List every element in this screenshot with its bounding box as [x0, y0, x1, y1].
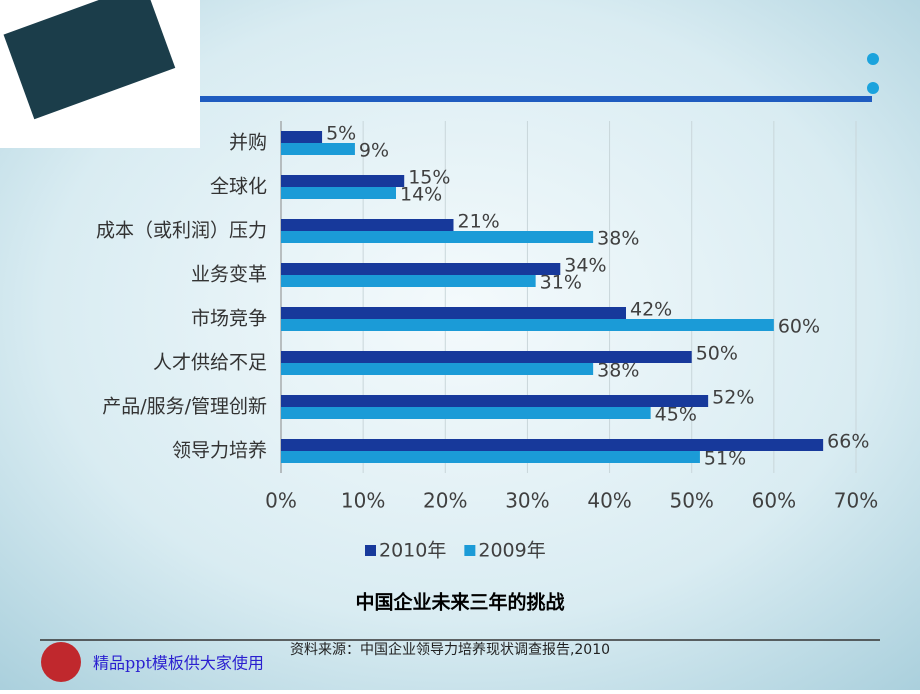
- value-label: 5%: [326, 123, 356, 145]
- value-label: 14%: [400, 184, 442, 206]
- bar: [281, 439, 824, 451]
- logo-image: [3, 0, 176, 120]
- x-tick-label: 70%: [834, 489, 878, 513]
- bar: [281, 187, 396, 199]
- x-tick-label: 20%: [423, 489, 467, 513]
- y-tick-label: 领导力培养: [172, 440, 267, 462]
- plot: 0% 10% 20% 30% 40% 50% 60% 70% 并购 5%9% 全球化 15%14% 成本…: [96, 121, 878, 562]
- bar: [281, 131, 323, 143]
- value-label: 9%: [359, 140, 389, 162]
- value-label: 21%: [458, 211, 500, 233]
- chart-title: 中国企业未来三年的挑战: [355, 591, 564, 614]
- y-tick-label: 全球化: [210, 176, 267, 198]
- value-label: 45%: [655, 404, 697, 426]
- bar: [281, 351, 692, 363]
- bar: [281, 263, 561, 275]
- value-label: 50%: [696, 343, 738, 365]
- legend-label: 2010年: [379, 540, 446, 562]
- value-label: 66%: [827, 431, 869, 453]
- x-tick-label: 30%: [505, 489, 549, 513]
- legend-swatch: [464, 545, 476, 556]
- bar: [281, 363, 594, 375]
- value-label: 42%: [630, 299, 672, 321]
- legend-label: 2009年: [478, 540, 545, 562]
- y-tick-label: 成本（或利润）压力: [96, 220, 267, 242]
- footer-text: 精品ppt模板供大家使用: [93, 654, 264, 673]
- legend-swatch: [365, 545, 376, 556]
- value-label: 34%: [564, 255, 606, 277]
- x-tick-label: 0%: [265, 489, 297, 513]
- y-tick-label: 业务变革: [191, 264, 267, 286]
- value-label: 38%: [597, 360, 639, 382]
- bar: [281, 143, 355, 155]
- header-dot: [867, 53, 879, 65]
- y-tick-label: 并购: [229, 132, 267, 154]
- bar: [281, 395, 709, 407]
- header-bar: [200, 96, 872, 102]
- value-label: 52%: [712, 387, 754, 409]
- source-note: 资料来源：中国企业领导力培养现状调查报告,2010: [290, 641, 610, 658]
- x-tick-label: 40%: [587, 489, 631, 513]
- bar: [281, 231, 594, 243]
- value-label: 60%: [778, 316, 820, 338]
- bar: [281, 319, 774, 331]
- value-label: 51%: [704, 448, 746, 470]
- bar: [281, 175, 405, 187]
- value-label: 38%: [597, 228, 639, 250]
- x-tick-label: 10%: [341, 489, 385, 513]
- footer-logo: [41, 642, 81, 682]
- y-tick-label: 产品/服务/管理创新: [102, 396, 267, 418]
- y-tick-label: 人才供给不足: [153, 352, 267, 374]
- bar: [281, 407, 651, 419]
- value-label: 31%: [540, 272, 582, 294]
- bar: [281, 219, 454, 231]
- bar: [281, 307, 626, 319]
- bar: [281, 275, 536, 287]
- x-tick-label: 50%: [669, 489, 713, 513]
- x-tick-label: 60%: [752, 489, 796, 513]
- header-dot: [867, 82, 879, 94]
- value-label: 15%: [408, 167, 450, 189]
- bar: [281, 451, 700, 463]
- y-tick-label: 市场竞争: [191, 308, 267, 330]
